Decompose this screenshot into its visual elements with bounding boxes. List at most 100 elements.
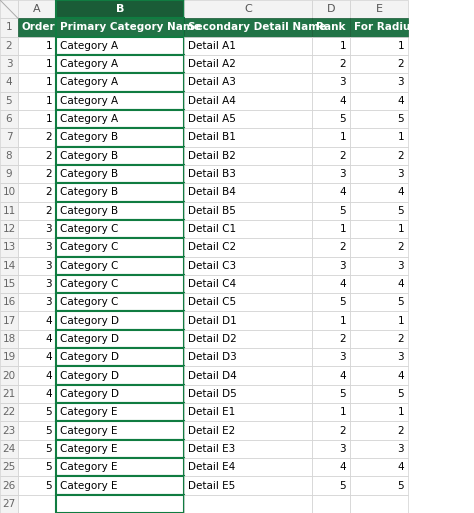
Text: 2: 2 xyxy=(397,242,404,252)
Text: 7: 7 xyxy=(6,132,12,143)
Text: 1: 1 xyxy=(397,132,404,143)
Text: Detail C2: Detail C2 xyxy=(188,242,236,252)
Bar xyxy=(184,293,312,311)
Text: 5: 5 xyxy=(46,481,52,490)
Text: Category E: Category E xyxy=(60,481,118,490)
Text: 5: 5 xyxy=(46,407,52,417)
Text: Detail E5: Detail E5 xyxy=(188,481,235,490)
Text: Detail A2: Detail A2 xyxy=(188,59,236,69)
Bar xyxy=(350,293,408,311)
Bar xyxy=(312,128,350,147)
Bar xyxy=(18,110,56,128)
Text: Detail B5: Detail B5 xyxy=(188,206,236,215)
Text: 1: 1 xyxy=(46,77,52,87)
Text: Category D: Category D xyxy=(60,315,119,326)
Bar xyxy=(56,421,184,440)
Bar xyxy=(18,165,56,183)
Bar xyxy=(184,311,312,330)
Text: 4: 4 xyxy=(397,370,404,381)
Text: 1: 1 xyxy=(339,224,346,234)
Text: 5: 5 xyxy=(339,481,346,490)
Text: 4: 4 xyxy=(339,462,346,472)
Text: 4: 4 xyxy=(397,279,404,289)
Text: Detail E3: Detail E3 xyxy=(188,444,235,454)
Bar xyxy=(18,385,56,403)
Text: 21: 21 xyxy=(2,389,16,399)
Bar xyxy=(18,348,56,366)
Text: Rank: Rank xyxy=(316,23,346,32)
Text: Category E: Category E xyxy=(60,407,118,417)
Bar xyxy=(56,110,184,128)
Text: 4: 4 xyxy=(339,187,346,198)
Text: 10: 10 xyxy=(2,187,16,198)
Bar xyxy=(184,92,312,110)
Text: 27: 27 xyxy=(2,499,16,509)
Bar xyxy=(184,385,312,403)
Bar xyxy=(312,165,350,183)
Text: 20: 20 xyxy=(2,370,16,381)
Text: 1: 1 xyxy=(339,407,346,417)
Bar xyxy=(350,256,408,275)
Bar xyxy=(184,275,312,293)
Text: 3: 3 xyxy=(339,352,346,362)
Text: 3: 3 xyxy=(339,444,346,454)
Bar xyxy=(312,311,350,330)
Bar xyxy=(0,128,18,147)
Text: 2: 2 xyxy=(339,151,346,161)
Text: 2: 2 xyxy=(339,426,346,436)
Text: E: E xyxy=(375,4,383,14)
Bar xyxy=(18,220,56,238)
Bar xyxy=(18,477,56,495)
Text: 2: 2 xyxy=(46,206,52,215)
Text: C: C xyxy=(244,4,252,14)
Text: B: B xyxy=(116,4,124,14)
Bar xyxy=(312,110,350,128)
Bar xyxy=(312,220,350,238)
Bar xyxy=(56,348,184,366)
Bar xyxy=(184,366,312,385)
Text: 5: 5 xyxy=(339,389,346,399)
Text: 2: 2 xyxy=(46,132,52,143)
Text: 1: 1 xyxy=(339,315,346,326)
Bar xyxy=(56,18,184,36)
Text: Category A: Category A xyxy=(60,41,118,51)
Text: Detail C4: Detail C4 xyxy=(188,279,236,289)
Text: 3: 3 xyxy=(339,261,346,271)
Bar xyxy=(312,92,350,110)
Bar xyxy=(184,256,312,275)
Text: 3: 3 xyxy=(46,279,52,289)
Text: Detail E1: Detail E1 xyxy=(188,407,235,417)
Bar xyxy=(312,0,350,18)
Bar xyxy=(18,92,56,110)
Bar xyxy=(184,183,312,202)
Bar xyxy=(0,0,18,18)
Text: Category D: Category D xyxy=(60,389,119,399)
Bar xyxy=(18,440,56,458)
Bar xyxy=(18,275,56,293)
Bar xyxy=(0,366,18,385)
Text: 5: 5 xyxy=(339,206,346,215)
Text: 2: 2 xyxy=(46,187,52,198)
Bar xyxy=(56,183,184,202)
Bar xyxy=(312,348,350,366)
Text: Category E: Category E xyxy=(60,462,118,472)
Bar xyxy=(0,421,18,440)
Text: 3: 3 xyxy=(46,298,52,307)
Text: 5: 5 xyxy=(397,114,404,124)
Bar xyxy=(184,36,312,55)
Bar xyxy=(350,128,408,147)
Text: Detail A1: Detail A1 xyxy=(188,41,236,51)
Bar xyxy=(56,293,184,311)
Bar xyxy=(56,147,184,165)
Text: 1: 1 xyxy=(46,96,52,106)
Bar xyxy=(18,256,56,275)
Bar xyxy=(56,366,184,385)
Text: 4: 4 xyxy=(6,77,12,87)
Bar xyxy=(0,202,18,220)
Bar xyxy=(0,18,18,36)
Text: Detail D3: Detail D3 xyxy=(188,352,237,362)
Bar xyxy=(18,128,56,147)
Text: 1: 1 xyxy=(339,41,346,51)
Text: Category E: Category E xyxy=(60,426,118,436)
Text: Category B: Category B xyxy=(60,187,118,198)
